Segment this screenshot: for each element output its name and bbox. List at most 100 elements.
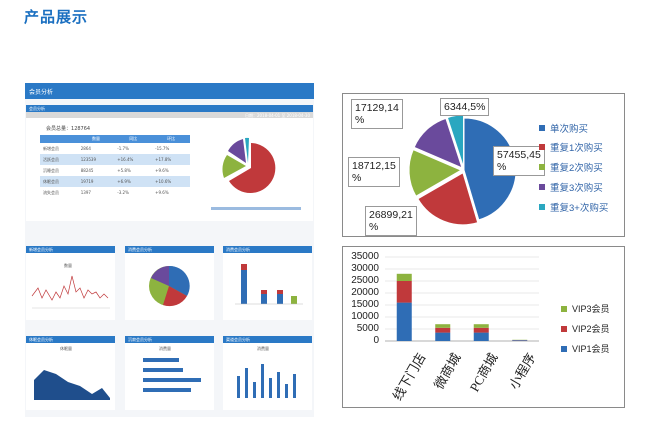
legend-label: VIP1会员: [572, 344, 610, 354]
kpi-label: 会员总量：: [46, 126, 72, 132]
bar-svg: [385, 256, 539, 342]
dashboard-header: 会员分析: [25, 83, 314, 99]
pie-callout-3: 18712,15 %: [348, 157, 400, 188]
pie-callout-text: 26899,21 %: [369, 209, 413, 234]
dashboard-preview: 会员分析 会员分析 日期：2018-04-01 至 2018-04-30 会员总…: [25, 83, 314, 417]
y-tick-label: 0: [373, 335, 379, 346]
mini-pie-slice: [229, 143, 276, 193]
dashboard-tile: 新增会员分析 数量: [26, 246, 115, 320]
table-cell: +16.4%: [114, 154, 153, 165]
bar-segment: [435, 332, 451, 341]
tile-title: 休眠会员分析: [26, 336, 115, 343]
table-cell: -3.2%: [117, 190, 129, 195]
mini-pie-slice: [163, 286, 187, 307]
area-series: [34, 370, 110, 400]
table-cell: 新增会员: [43, 145, 59, 151]
legend-label: 单次购买: [550, 124, 589, 135]
table-cell: 88245: [80, 168, 94, 173]
legend-label: VIP3会员: [572, 304, 610, 314]
pie-callout-1: 57455,45 %: [493, 146, 545, 177]
tile-title: 沉寂会员分析: [125, 336, 214, 343]
mini-area-chart: [34, 370, 110, 400]
legend-label: 重复3次购买: [550, 183, 603, 194]
mini-bar: [269, 378, 272, 398]
bar-segment: [396, 302, 412, 341]
table-header-cell: [40, 135, 78, 143]
table-cell: 休眠会员: [40, 176, 78, 187]
legend-swatch: [561, 345, 567, 352]
mini-bar: [237, 376, 240, 398]
pie-callout-4: 17129,14 %: [351, 99, 403, 130]
table-cell: -1.7%: [117, 146, 129, 151]
mini-bar-chart: [235, 264, 303, 305]
tile-chart-title: 消费量: [159, 346, 171, 351]
y-tick-label: 30000: [351, 263, 379, 274]
legend-item: VIP1会员: [561, 342, 610, 355]
bar-segment: [473, 327, 489, 333]
bar-segment: [435, 324, 451, 328]
bar-segment: [512, 340, 528, 341]
mini-line-chart: [31, 275, 110, 309]
legend-swatch: [539, 204, 545, 210]
table-cell: +9.6%: [155, 168, 169, 173]
table-cell: +10.6%: [152, 176, 190, 187]
mini-bar: [241, 264, 247, 270]
legend-label: VIP2会员: [572, 324, 610, 334]
vip-bar-chart: 35000 30000 25000 20000 15000 10000 5000…: [342, 246, 625, 408]
pie-slice: [417, 172, 479, 226]
y-tick-label: 35000: [351, 251, 379, 262]
mini-bar: [143, 358, 179, 362]
mini-pie-slice: [169, 265, 190, 296]
mini-bar: [261, 290, 267, 294]
pie-callout-text: 18712,15 %: [352, 160, 396, 185]
legend-item: 重复1次购买: [539, 140, 603, 154]
mini-bar: [253, 382, 256, 398]
mini-bar: [277, 372, 280, 398]
table-cell: 19719: [77, 176, 115, 187]
table-cell: 1397: [80, 190, 91, 195]
table-cell: 流失会员: [43, 189, 59, 195]
legend-label: 重复3+次购买: [550, 203, 609, 214]
table-cell: 活跃会员: [40, 154, 78, 165]
bar-segment: [473, 332, 489, 341]
mini-bar: [277, 290, 283, 294]
legend-swatch: [539, 184, 545, 190]
mini-bar: [143, 378, 201, 382]
y-tick-label: 20000: [351, 287, 379, 298]
table-header-cell: 数量: [77, 135, 115, 143]
kpi-value: 128764: [71, 126, 91, 132]
legend-item: VIP2会员: [561, 322, 610, 335]
table-cell: +9.6%: [155, 190, 169, 195]
mini-column-chart: [237, 364, 296, 398]
dashboard-tile: 消费会员分析: [125, 246, 214, 320]
bar-segment: [396, 273, 412, 281]
mini-bar: [143, 368, 183, 372]
y-tick-label: 15000: [351, 299, 379, 310]
table-cell: -15.7%: [155, 146, 170, 151]
purchase-pie-chart: 17129,14 % 6344,5% 18712,15 % 26899,21 %…: [342, 93, 625, 237]
tile-chart-title: 休眠量: [60, 346, 72, 351]
mini-pie-legend: [211, 207, 301, 210]
y-tick-label: 5000: [356, 323, 379, 334]
pie-slice: [413, 117, 463, 169]
table-header-cell: 同比: [114, 135, 153, 143]
pie-callout-5: 6344,5%: [440, 98, 490, 117]
table-row: 流失会员 1397 -3.2% +9.6%: [40, 187, 190, 198]
dashboard-tile: 休眠会员分析 休眠量: [26, 336, 115, 410]
legend-label: 重复2次购买: [550, 163, 603, 174]
legend-swatch: [539, 144, 545, 150]
table-row: 活跃会员 123539 +16.4% +17.8%: [40, 154, 190, 165]
tile-chart-title: 消费量: [257, 346, 269, 351]
table-row: 沉睡会员 88245 +5.8% +9.6%: [40, 165, 190, 176]
mini-pie-slice: [228, 139, 246, 163]
table-cell: 沉睡会员: [43, 167, 59, 173]
kpi-total: 会员总量：128764: [46, 125, 90, 132]
member-analysis-panel: 会员分析 日期：2018-04-01 至 2018-04-30 会员总量：128…: [26, 105, 313, 221]
bar-segment: [396, 281, 412, 303]
mini-bar: [291, 296, 297, 304]
legend-item: VIP3会员: [561, 302, 610, 315]
dashboard-tile: 沉寂会员分析 消费量: [125, 336, 214, 410]
line-series: [31, 275, 109, 301]
mini-pie-chart: [211, 137, 301, 210]
table-header-row: 数量 同比 环比: [40, 135, 190, 143]
